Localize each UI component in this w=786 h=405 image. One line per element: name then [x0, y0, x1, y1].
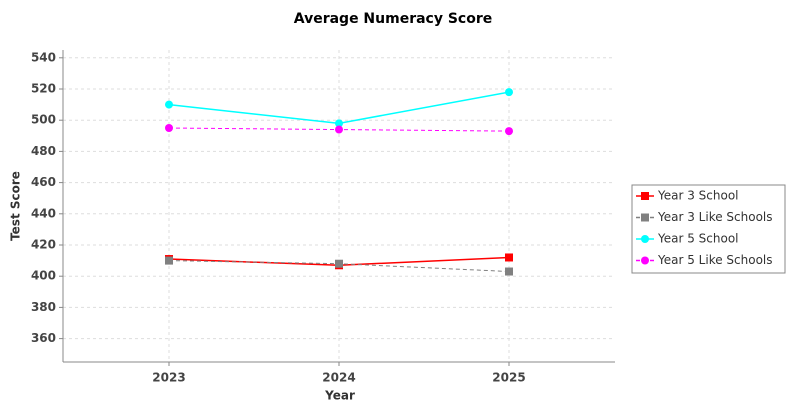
x-tick-label: 2025: [492, 371, 525, 385]
marker: [641, 213, 649, 222]
y-tick-label: 440: [31, 206, 56, 220]
legend-label: Year 3 Like Schools: [657, 210, 773, 224]
marker: [335, 259, 343, 268]
marker: [505, 88, 513, 97]
marker: [165, 100, 173, 109]
y-tick-label: 360: [31, 331, 56, 345]
y-tick-label: 420: [31, 238, 56, 252]
marker: [505, 267, 513, 276]
marker: [505, 253, 513, 262]
y-tick-label: 520: [31, 82, 56, 96]
y-tick-label: 400: [31, 269, 56, 283]
marker: [165, 124, 173, 132]
marker: [641, 256, 649, 265]
marker: [505, 127, 513, 136]
y-tick-label: 480: [31, 144, 56, 158]
marker: [165, 256, 173, 265]
marker: [641, 192, 649, 200]
marker: [641, 235, 649, 243]
legend-label: Year 3 School: [657, 189, 739, 203]
x-axis-title: Year: [324, 389, 355, 403]
legend-label: Year 5 School: [657, 232, 739, 246]
marker: [335, 125, 343, 134]
y-tick-label: 500: [31, 113, 56, 127]
x-tick-label: 2024: [322, 371, 355, 385]
x-tick-label: 2023: [152, 371, 185, 385]
marker: [335, 119, 343, 128]
chart-title: Average Numeracy Score: [294, 11, 493, 27]
y-tick-label: 460: [31, 175, 56, 189]
y-tick-label: 380: [31, 300, 56, 314]
legend-box: [631, 184, 786, 274]
legend-label: Year 5 Like Schools: [657, 253, 773, 267]
y-tick-label: 540: [31, 50, 56, 64]
y-axis-title: Test Score: [9, 171, 23, 241]
